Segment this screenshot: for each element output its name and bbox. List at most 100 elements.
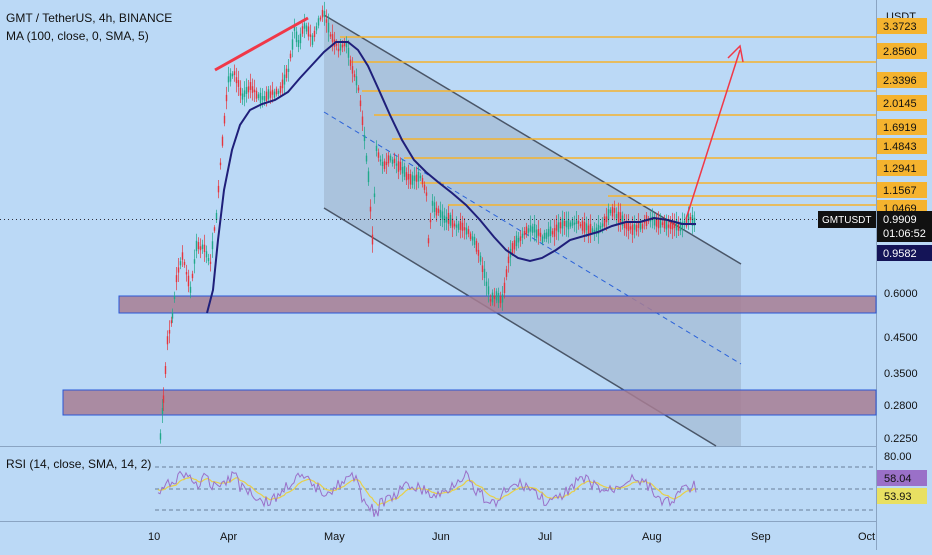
candle xyxy=(301,26,304,34)
bar-countdown: 01:06:52 xyxy=(883,228,926,240)
candle xyxy=(677,221,680,231)
candle xyxy=(305,25,308,32)
candle xyxy=(435,207,438,216)
candle xyxy=(679,221,682,232)
candle xyxy=(575,220,578,224)
candle xyxy=(603,216,606,227)
rsi-legend[interactable]: RSI (14, close, SMA, 14, 2) xyxy=(6,457,151,471)
candle xyxy=(459,221,462,230)
candle xyxy=(547,228,550,237)
candle xyxy=(271,89,274,95)
candle xyxy=(579,224,582,227)
candle xyxy=(347,47,350,58)
fib-tag-6 xyxy=(877,160,927,176)
candle xyxy=(387,155,390,164)
ma-value-tag xyxy=(877,245,932,261)
candle xyxy=(503,282,506,294)
support-zone-lower[interactable] xyxy=(62,389,877,416)
candle xyxy=(481,265,484,273)
fib-level-6: 1.2941 xyxy=(883,163,917,175)
candle xyxy=(245,87,248,94)
candle xyxy=(633,224,636,230)
time-tick-may: May xyxy=(324,531,345,543)
candle xyxy=(465,227,468,235)
candle xyxy=(485,281,488,287)
price-tag xyxy=(877,211,932,242)
price-tick-2: 0.4500 xyxy=(884,332,918,344)
top-trend-line[interactable] xyxy=(214,16,309,72)
rsi-line[interactable] xyxy=(157,469,697,517)
candle xyxy=(453,223,456,227)
time-tick-apr: Apr xyxy=(220,531,237,543)
candle xyxy=(621,215,624,226)
candle xyxy=(343,43,346,47)
candle xyxy=(170,320,173,324)
rsi-tick-top: 80.00 xyxy=(884,451,912,463)
candle xyxy=(377,152,380,158)
candle xyxy=(527,228,530,233)
forecast-arrow-line[interactable] xyxy=(685,49,741,220)
support-zone-upper[interactable] xyxy=(118,295,877,314)
candle xyxy=(166,336,169,345)
candle xyxy=(415,174,418,182)
price-tick-5: 0.2250 xyxy=(884,433,918,445)
rsi-ma-line[interactable] xyxy=(157,476,697,507)
candle xyxy=(567,219,570,230)
ma-value: 0.9582 xyxy=(883,248,917,260)
time-tick-oct: Oct xyxy=(858,531,875,543)
candle xyxy=(617,211,620,223)
candle xyxy=(427,238,430,244)
channel-mid-line[interactable] xyxy=(323,111,742,365)
candle xyxy=(571,219,574,226)
candle xyxy=(417,171,420,182)
candle xyxy=(369,206,372,212)
candle xyxy=(231,73,234,77)
candle xyxy=(162,395,165,403)
candle xyxy=(535,229,538,238)
candle xyxy=(203,244,206,252)
candle xyxy=(207,258,210,262)
candle xyxy=(183,261,186,266)
candle xyxy=(641,224,644,229)
ticker-label: GMTUSDT xyxy=(822,215,871,226)
candle xyxy=(685,217,688,227)
candle xyxy=(619,212,622,224)
candle xyxy=(683,220,686,224)
candle xyxy=(225,94,228,102)
candle xyxy=(589,223,592,234)
candle xyxy=(479,255,482,262)
candle xyxy=(363,135,366,142)
candle xyxy=(373,193,376,198)
rsi-pane[interactable] xyxy=(0,447,876,521)
candle xyxy=(257,94,260,99)
ma-line[interactable] xyxy=(206,41,696,314)
candle xyxy=(181,252,184,260)
forecast-arrow-head[interactable] xyxy=(727,44,744,63)
candle xyxy=(533,224,536,233)
candle xyxy=(513,240,516,250)
candle xyxy=(597,224,600,235)
candle xyxy=(319,17,322,20)
candle xyxy=(577,221,580,224)
candle xyxy=(227,76,230,83)
candle xyxy=(229,73,232,82)
fib-lines[interactable] xyxy=(340,36,876,206)
candle xyxy=(661,222,664,226)
candle xyxy=(265,91,268,102)
candle xyxy=(543,232,546,239)
candle xyxy=(393,158,396,164)
candle xyxy=(525,226,528,235)
time-tick-10: 10 xyxy=(148,531,160,543)
candle xyxy=(381,161,384,167)
candle xyxy=(395,163,398,166)
fib-tag-2 xyxy=(877,72,927,88)
candle xyxy=(451,218,454,228)
candle xyxy=(331,34,334,42)
price-axis[interactable] xyxy=(876,0,932,550)
ma-legend[interactable]: MA (100, close, 0, SMA, 5) xyxy=(6,29,149,43)
candle xyxy=(601,223,604,227)
symbol-title[interactable]: GMT / TetherUS, 4h, BINANCE xyxy=(6,11,172,25)
candle xyxy=(409,173,412,185)
candle xyxy=(623,221,626,229)
